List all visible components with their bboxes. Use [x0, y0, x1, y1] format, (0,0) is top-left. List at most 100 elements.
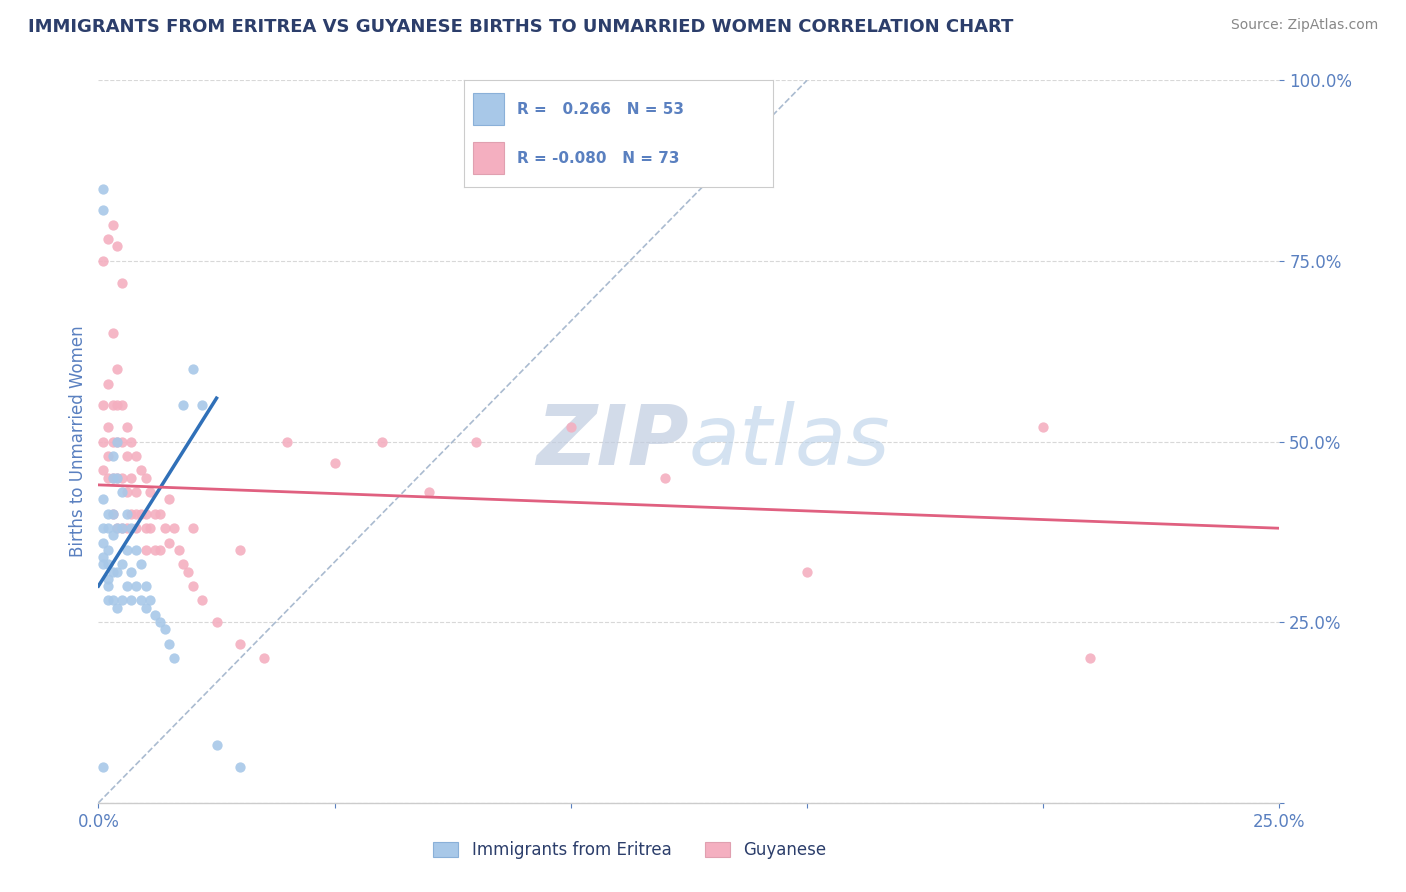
Point: [560, 420, 582, 434]
Point: [115, 521, 138, 535]
Text: ZIP: ZIP: [536, 401, 689, 482]
Point: [97, 572, 120, 586]
Point: [205, 738, 228, 752]
Point: [111, 470, 134, 484]
Point: [97, 449, 120, 463]
Point: [105, 434, 128, 449]
Point: [101, 398, 124, 412]
Point: [143, 542, 166, 557]
Point: [157, 535, 180, 549]
Point: [135, 542, 157, 557]
Point: [125, 507, 148, 521]
Point: [105, 398, 128, 412]
Point: [149, 507, 172, 521]
Point: [91, 492, 114, 507]
Point: [418, 485, 440, 500]
Point: [796, 565, 818, 579]
Point: [129, 463, 152, 477]
Point: [101, 218, 124, 232]
Point: [115, 449, 138, 463]
Point: [229, 637, 252, 651]
Point: [101, 470, 124, 484]
Point: [111, 521, 134, 535]
Text: Source: ZipAtlas.com: Source: ZipAtlas.com: [1230, 18, 1378, 32]
Point: [149, 615, 172, 630]
Text: R =   0.266   N = 53: R = 0.266 N = 53: [516, 102, 683, 117]
Text: atlas: atlas: [689, 401, 890, 482]
Point: [371, 434, 394, 449]
Point: [121, 565, 143, 579]
Point: [105, 521, 128, 535]
Text: R = -0.080   N = 73: R = -0.080 N = 73: [516, 151, 679, 166]
Point: [229, 760, 252, 774]
Point: [91, 398, 114, 412]
Point: [121, 434, 143, 449]
Point: [101, 449, 124, 463]
Point: [121, 507, 143, 521]
Point: [143, 507, 166, 521]
Point: [465, 434, 488, 449]
Point: [97, 558, 120, 572]
Point: [105, 362, 128, 376]
Point: [121, 521, 143, 535]
Point: [181, 362, 204, 376]
Text: IMMIGRANTS FROM ERITREA VS GUYANESE BIRTHS TO UNMARRIED WOMEN CORRELATION CHART: IMMIGRANTS FROM ERITREA VS GUYANESE BIRT…: [28, 18, 1014, 36]
Point: [135, 507, 157, 521]
Point: [177, 565, 200, 579]
Point: [1032, 420, 1054, 434]
Point: [654, 470, 676, 484]
Legend: Immigrants from Eritrea, Guyanese: Immigrants from Eritrea, Guyanese: [433, 841, 827, 860]
Point: [97, 507, 120, 521]
Point: [97, 521, 120, 535]
Point: [205, 615, 228, 630]
Point: [91, 253, 114, 268]
Point: [125, 521, 148, 535]
Point: [91, 535, 114, 549]
Point: [125, 542, 148, 557]
Point: [91, 558, 114, 572]
Point: [105, 470, 128, 484]
Point: [111, 593, 134, 607]
Point: [101, 593, 124, 607]
Point: [129, 558, 152, 572]
Point: [181, 521, 204, 535]
Point: [105, 239, 128, 253]
Point: [91, 760, 114, 774]
Point: [157, 637, 180, 651]
Point: [101, 507, 124, 521]
Point: [172, 558, 194, 572]
Point: [111, 558, 134, 572]
Point: [157, 492, 180, 507]
Point: [135, 579, 157, 593]
Point: [91, 550, 114, 565]
Point: [97, 579, 120, 593]
Point: [167, 542, 190, 557]
Point: [1080, 651, 1102, 665]
Point: [135, 600, 157, 615]
Point: [101, 326, 124, 340]
Point: [101, 565, 124, 579]
Point: [125, 485, 148, 500]
Point: [111, 398, 134, 412]
Point: [121, 593, 143, 607]
Point: [111, 521, 134, 535]
Point: [97, 542, 120, 557]
Point: [111, 276, 134, 290]
Point: [139, 521, 162, 535]
Point: [153, 521, 176, 535]
Point: [276, 434, 298, 449]
Point: [139, 485, 162, 500]
Point: [105, 470, 128, 484]
Point: [97, 593, 120, 607]
Point: [139, 593, 162, 607]
Point: [129, 593, 152, 607]
Point: [97, 376, 120, 391]
Point: [105, 434, 128, 449]
Point: [129, 507, 152, 521]
Point: [101, 434, 124, 449]
Point: [135, 470, 157, 484]
Point: [115, 579, 138, 593]
Point: [111, 434, 134, 449]
Point: [101, 528, 124, 542]
Point: [153, 623, 176, 637]
